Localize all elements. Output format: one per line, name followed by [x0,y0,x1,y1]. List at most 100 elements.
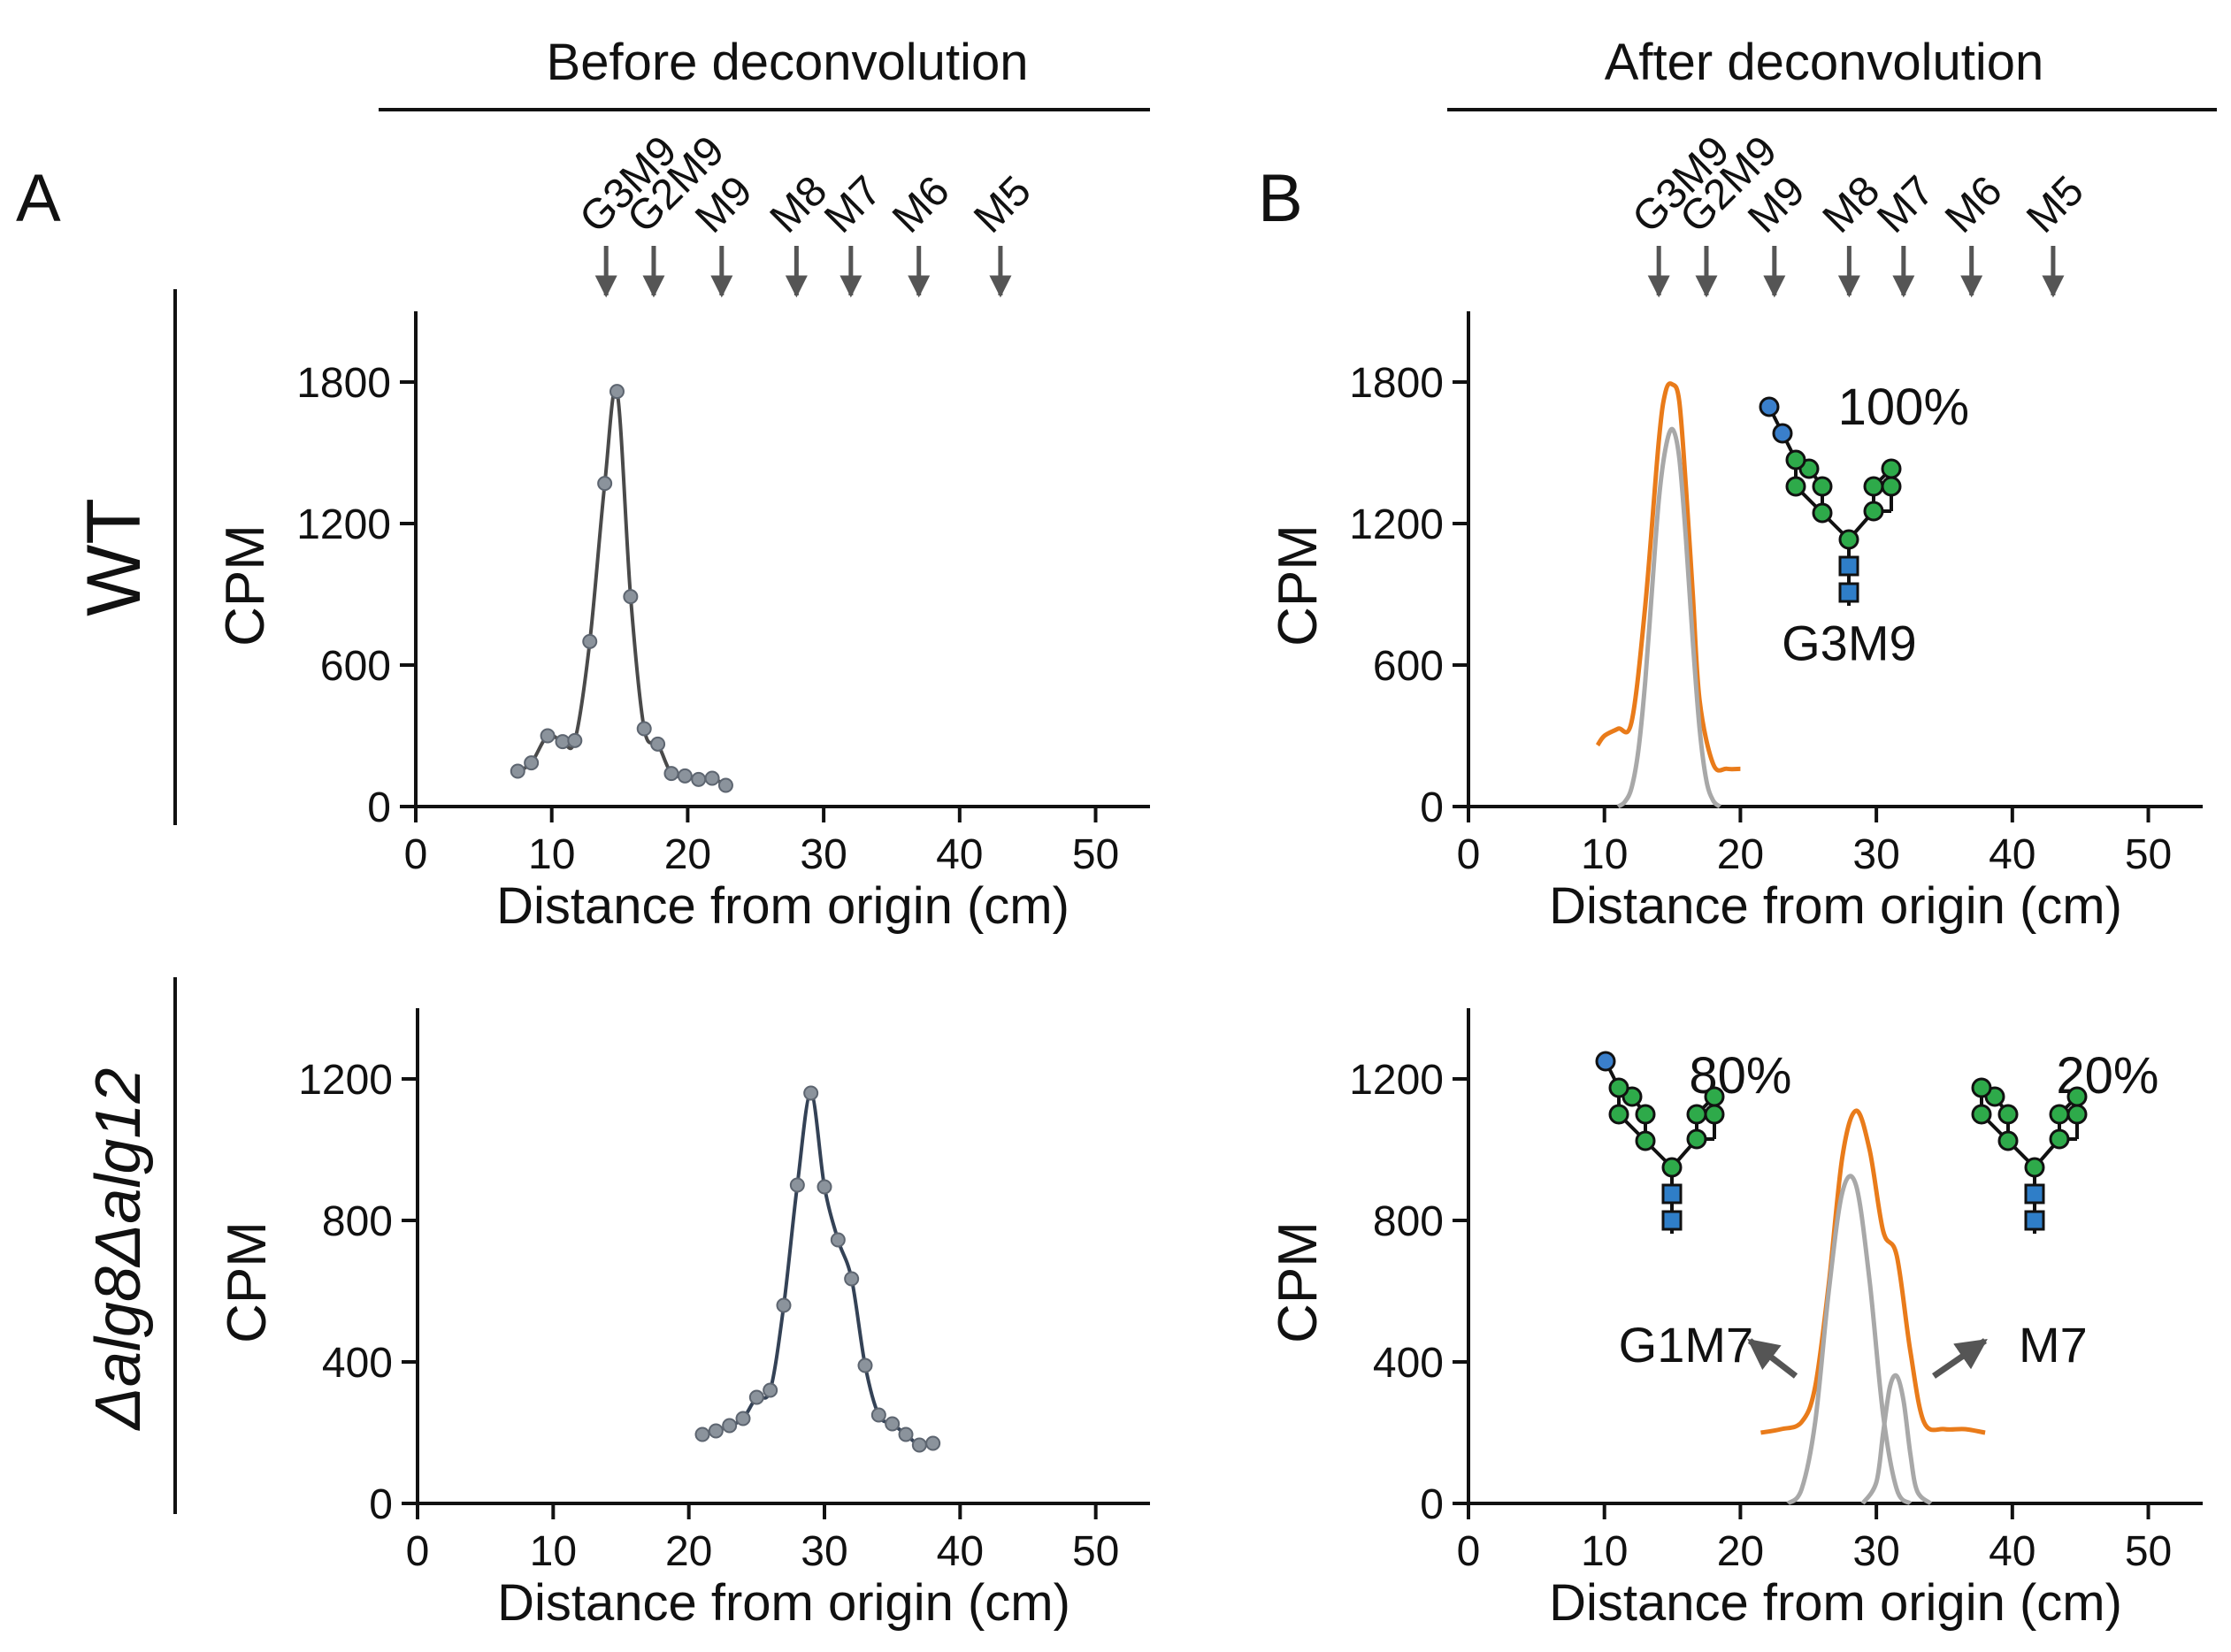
marker-label: M7 [816,167,891,242]
data-point [857,1358,873,1373]
row-label-mutant: Δalg8Δalg12 [83,1068,154,1432]
data-point [694,1426,710,1442]
glcnac-residue [2024,1210,2045,1231]
data-point [722,1418,738,1434]
data-point [623,589,639,605]
after-deconvolution-title: After deconvolution [1605,34,2044,91]
data-point [844,1271,860,1287]
y-axis-label: CPM [215,524,276,646]
mannose-residue [2049,1104,2070,1125]
data-point [524,755,540,771]
data-point [748,1389,764,1405]
mannose-residue [1881,458,1902,479]
row-label-wt: WT [72,498,157,616]
data-point [677,768,693,784]
x-tick-label: 30 [1852,831,1899,878]
x-tick-label: 40 [1989,831,2036,878]
x-axis-label: Distance from origin (cm) [497,1574,1070,1632]
x-tick-label: 30 [1852,1528,1899,1575]
chart-mutant-after-deconvolution: 0 10 20 30 40 50 0 400 800 1200 Distance from orig… [1268,1008,2203,1632]
series-line [1760,1108,1986,1435]
annotation-g3m9-label: G3M9 [1782,616,1917,671]
mannose-residue [1881,476,1902,497]
glycan-g1m7-icon [1595,1051,1725,1234]
series-line [702,1090,934,1448]
x-tick-label: 10 [530,1528,577,1575]
x-tick-label: 10 [528,831,575,878]
mannose-residue [1635,1104,1656,1125]
mannose-residue [2049,1128,2070,1150]
y-tick-label: 400 [322,1340,393,1387]
data-point [763,1382,778,1398]
mannose-residue [1971,1077,1992,1098]
glcnac-residue [1661,1210,1683,1231]
data-point [650,736,666,752]
data-point [708,1423,724,1439]
x-tick-label: 40 [937,1528,984,1575]
y-axis-label: CPM [1268,524,1329,646]
y-tick-label: 1800 [296,360,391,407]
mannose-residue [1812,502,1833,524]
x-tick-label: 40 [1989,1528,2036,1575]
y-axis-label: CPM [1268,1221,1329,1343]
data-point [803,1085,819,1101]
data-point [776,1297,792,1313]
mannose-residue [1608,1077,1629,1098]
before-deconvolution-title: Before deconvolution [547,34,1029,91]
data-point [636,721,652,737]
marker-label: M5 [965,167,1040,242]
x-tick-label: 30 [800,831,847,878]
x-axis-label: Distance from origin (cm) [1549,1574,2122,1632]
x-tick-label: 50 [1072,831,1119,878]
data-point [540,728,556,744]
marker-label: M7 [1868,167,1944,242]
chart-mutant-before-deconvolution: 0 10 20 30 40 50 0 400 800 1200 Distance from orig… [217,1008,1150,1632]
x-tick-label: 50 [2125,1528,2172,1575]
mannose-residue [1838,529,1859,550]
mannose-residue [1686,1128,1707,1150]
marker-label: M6 [1936,167,2012,242]
arrow-to-m7 [1932,1338,1988,1379]
mannose-residue [1863,501,1884,522]
data-point [691,771,707,787]
mannose-residue [1608,1104,1629,1125]
data-point [885,1416,901,1432]
glycan-m7-icon [1971,1077,2088,1234]
y-tick-label: 600 [320,643,391,690]
glcnac-residue [2024,1183,2045,1205]
glcnac-residue [1838,582,1859,603]
annotation-g1m7-label: G1M7 [1619,1317,1754,1373]
data-point [609,384,625,400]
glcnac-residue [1661,1183,1683,1205]
x-tick-label: 0 [1457,1528,1481,1575]
mannose-residue [1971,1104,1992,1125]
x-tick-label: 20 [1717,1528,1764,1575]
y-tick-label: 0 [369,1481,393,1528]
marker-label: M5 [2018,167,2093,242]
data-point [911,1437,927,1453]
y-tick-label: 600 [1373,643,1444,690]
x-tick-label: 0 [404,831,428,878]
x-tick-label: 20 [1717,831,1764,878]
data-point [597,476,613,492]
series-line [1616,426,1721,809]
y-tick-label: 0 [367,784,391,831]
data-point [735,1411,751,1426]
data-point [567,732,583,748]
data-point [898,1426,914,1442]
series-line [1860,1373,1933,1506]
x-tick-label: 10 [1581,831,1628,878]
data-point [555,734,571,750]
data-point [870,1407,886,1423]
mannose-residue [2066,1104,2088,1125]
y-tick-label: 1200 [1349,1057,1444,1104]
chart-wt-after-deconvolution: 0 10 20 30 40 50 0 600 1200 1800 Distance from ori… [1268,311,2203,935]
mannose-residue [1635,1130,1656,1151]
glucose-residue [1595,1051,1616,1072]
x-tick-label: 20 [665,1528,712,1575]
glucose-residue [1772,423,1793,444]
glycan-g3m9-icon [1759,396,1902,606]
annotation-g3m9-percent: 100% [1838,379,1969,436]
